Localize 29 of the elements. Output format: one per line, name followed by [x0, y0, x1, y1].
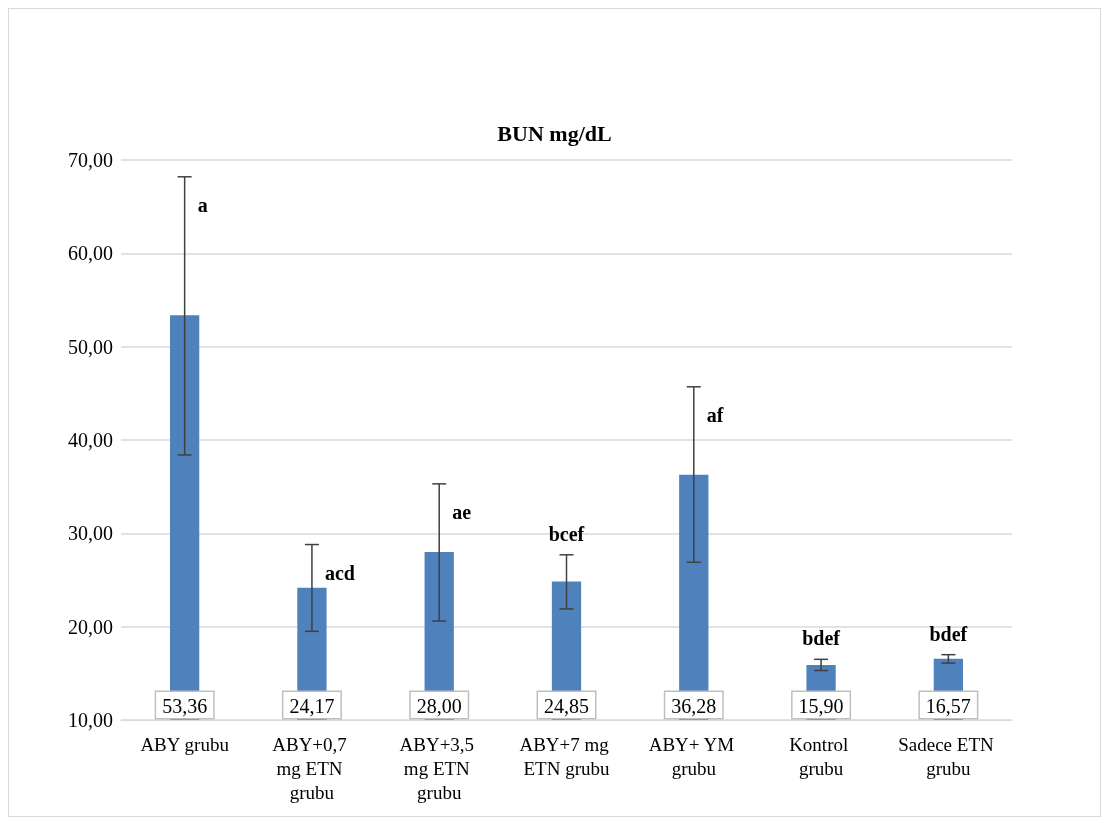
- annotation: ae: [452, 500, 472, 523]
- x-tick-label: ABY+ YM grubu: [648, 733, 739, 779]
- x-tick-label: ABY grubu: [140, 733, 230, 755]
- annotation: a: [197, 193, 208, 216]
- y-tick-label: 60,00: [68, 242, 113, 265]
- data-label: 36,28: [671, 695, 717, 717]
- y-tick-label: 10,00: [68, 709, 113, 731]
- data-label: 24,17: [289, 695, 335, 717]
- y-tick-label: 50,00: [68, 335, 113, 358]
- annotation: acd: [324, 561, 355, 584]
- annotation: bcef: [548, 522, 585, 545]
- data-label: 53,36: [162, 695, 208, 717]
- data-label: 16,57: [925, 695, 971, 717]
- data-label: 15,90: [798, 695, 844, 717]
- x-tick-label: ABY+3,5 mg ETN grubu: [399, 733, 479, 803]
- x-tick-label: ABY+7 mg ETN grubu: [519, 733, 614, 779]
- data-label: 28,00: [416, 695, 462, 717]
- y-tick-label: 70,00: [68, 149, 113, 171]
- y-tick-label: 20,00: [68, 615, 113, 638]
- x-tick-label: Kontrol grubu: [789, 733, 853, 779]
- x-tick-label: ABY+0,7 mg ETN grubu: [272, 733, 352, 803]
- y-tick-label: 30,00: [68, 522, 113, 545]
- annotation: af: [706, 403, 724, 426]
- x-tick-label: Sadece ETN grubu: [898, 733, 999, 779]
- annotation: bdef: [929, 622, 968, 645]
- annotation: bdef: [802, 627, 841, 650]
- data-label: 24,85: [544, 695, 589, 717]
- y-tick-label: 40,00: [68, 429, 113, 451]
- chart-title: BUN mg/dL: [497, 120, 612, 146]
